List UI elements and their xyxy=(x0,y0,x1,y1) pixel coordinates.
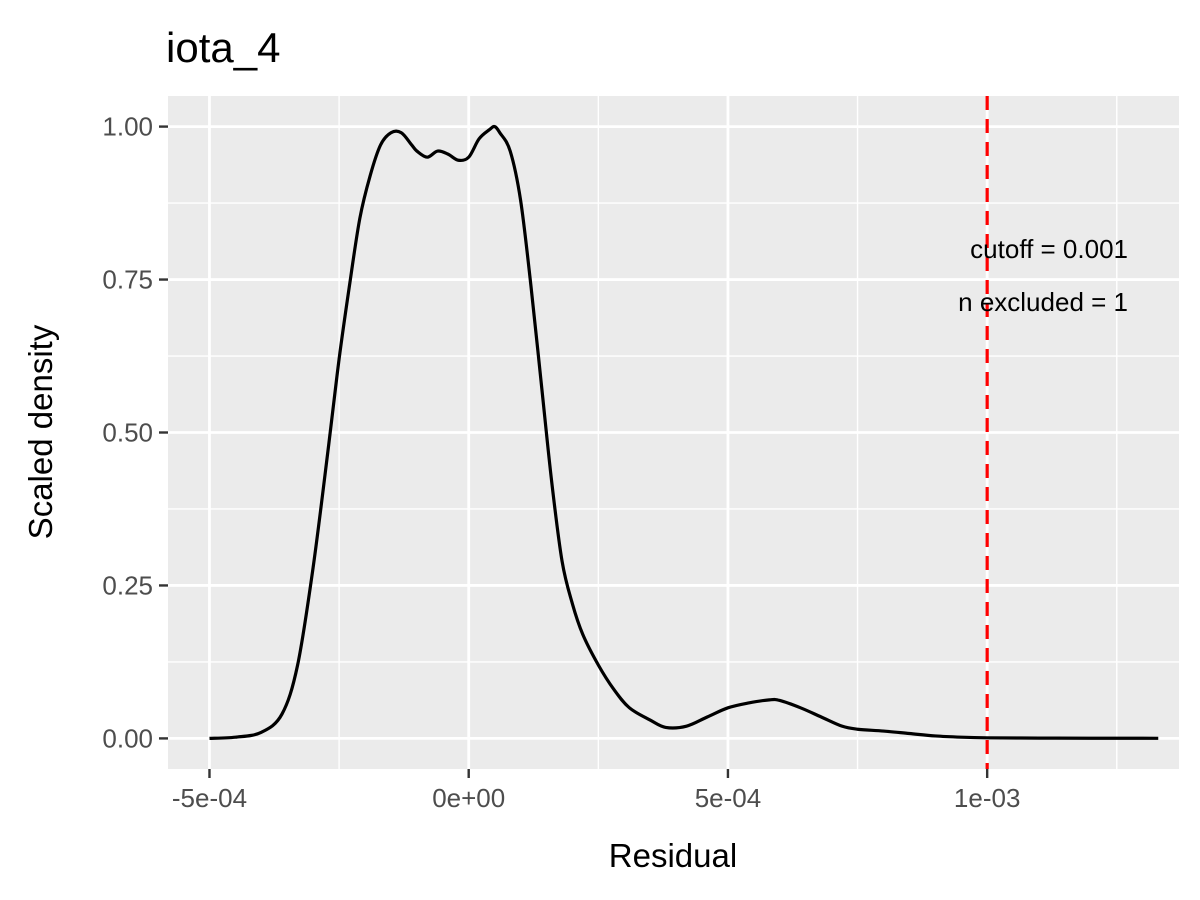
x-axis-title: Residual xyxy=(609,837,737,874)
y-tick-label: 0.75 xyxy=(102,265,153,295)
y-tick-label: 1.00 xyxy=(102,112,153,142)
y-tick-label: 0.25 xyxy=(102,570,153,600)
x-axis: -5e-04 0e+00 5e-04 1e-03 xyxy=(172,769,1021,813)
grid-major xyxy=(168,96,1179,769)
excluded-label: n excluded = 1 xyxy=(958,287,1128,317)
y-tick-label: 0.50 xyxy=(102,418,153,448)
x-tick-label: 1e-03 xyxy=(954,783,1021,813)
cutoff-label: cutoff = 0.001 xyxy=(970,234,1128,264)
x-tick-label: -5e-04 xyxy=(172,783,247,813)
chart-title: iota_4 xyxy=(166,24,280,71)
x-tick-label: 5e-04 xyxy=(695,783,762,813)
density-line xyxy=(209,124,1159,741)
y-tick-label: 0.00 xyxy=(102,723,153,753)
x-tick-label: 0e+00 xyxy=(432,783,505,813)
y-axis: 0.00 0.25 0.50 0.75 1.00 xyxy=(102,112,168,753)
y-axis-title: Scaled density xyxy=(22,324,59,539)
